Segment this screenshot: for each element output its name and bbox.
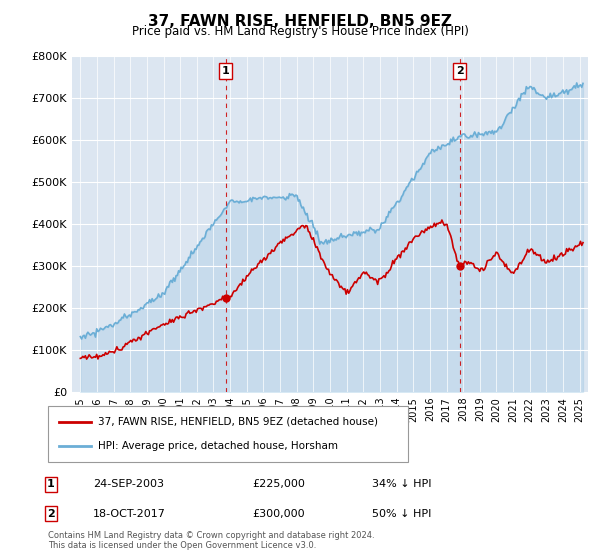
Text: 24-SEP-2003: 24-SEP-2003 — [93, 479, 164, 489]
Text: £225,000: £225,000 — [252, 479, 305, 489]
FancyBboxPatch shape — [48, 406, 408, 462]
Text: 1: 1 — [222, 66, 230, 76]
Text: HPI: Average price, detached house, Horsham: HPI: Average price, detached house, Hors… — [98, 441, 338, 451]
Text: 37, FAWN RISE, HENFIELD, BN5 9EZ (detached house): 37, FAWN RISE, HENFIELD, BN5 9EZ (detach… — [98, 417, 379, 427]
Text: Contains HM Land Registry data © Crown copyright and database right 2024.
This d: Contains HM Land Registry data © Crown c… — [48, 530, 374, 550]
Text: 50% ↓ HPI: 50% ↓ HPI — [372, 508, 431, 519]
Text: 2: 2 — [456, 66, 464, 76]
Text: Price paid vs. HM Land Registry's House Price Index (HPI): Price paid vs. HM Land Registry's House … — [131, 25, 469, 38]
Text: 2: 2 — [47, 508, 55, 519]
Text: 18-OCT-2017: 18-OCT-2017 — [93, 508, 166, 519]
Text: 1: 1 — [47, 479, 55, 489]
Text: 37, FAWN RISE, HENFIELD, BN5 9EZ: 37, FAWN RISE, HENFIELD, BN5 9EZ — [148, 14, 452, 29]
Text: 34% ↓ HPI: 34% ↓ HPI — [372, 479, 431, 489]
Text: £300,000: £300,000 — [252, 508, 305, 519]
